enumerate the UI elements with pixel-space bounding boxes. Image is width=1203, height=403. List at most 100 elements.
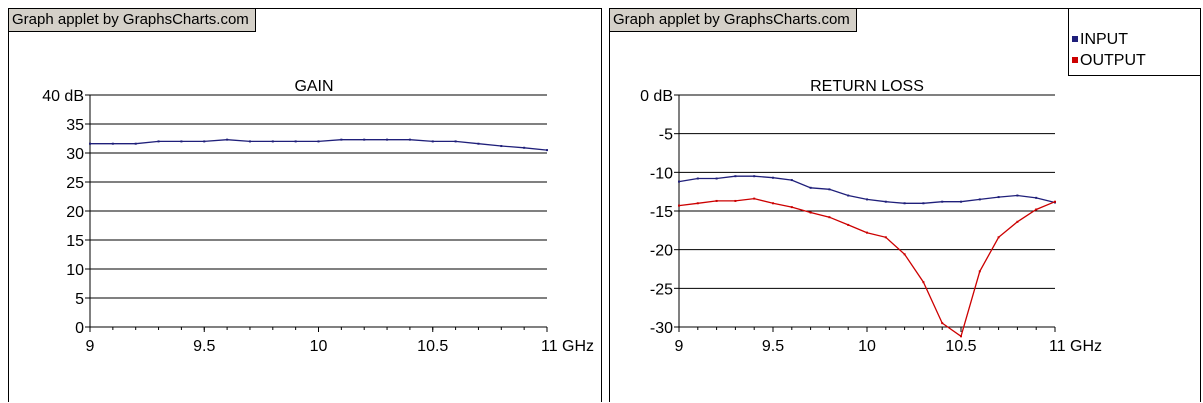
data-point — [546, 149, 548, 152]
data-point — [340, 138, 343, 141]
data-point — [1035, 196, 1038, 199]
data-point — [753, 197, 756, 200]
data-point — [317, 140, 320, 143]
y-tick-label: -30 — [650, 320, 673, 337]
data-point — [997, 196, 1000, 199]
x-tick-label: 9.5 — [762, 338, 784, 355]
data-point — [408, 138, 411, 141]
y-tick-label: 35 — [66, 117, 84, 134]
data-point — [696, 202, 699, 205]
chart-title: RETURN LOSS — [810, 78, 924, 95]
data-point — [696, 177, 699, 180]
data-point — [809, 186, 812, 189]
data-point — [847, 223, 850, 226]
data-point — [941, 200, 944, 203]
data-point — [772, 176, 774, 179]
data-point — [523, 146, 526, 149]
data-point — [884, 236, 887, 239]
data-point — [753, 175, 756, 178]
y-tick-label: 0 dB — [640, 88, 673, 105]
credit-label[interactable]: Graph applet by GraphsCharts.com — [610, 9, 857, 32]
data-point — [477, 142, 480, 145]
data-point — [678, 204, 680, 207]
data-point — [203, 140, 206, 143]
credit-label[interactable]: Graph applet by GraphsCharts.com — [9, 9, 256, 32]
x-tick-label: 9 — [675, 338, 684, 355]
data-point — [248, 140, 251, 143]
data-point — [715, 177, 718, 180]
data-point — [1016, 194, 1019, 197]
data-point — [1035, 208, 1038, 211]
data-point — [134, 142, 137, 145]
data-point — [226, 138, 229, 141]
chart-title: GAIN — [294, 78, 333, 95]
data-point — [454, 140, 457, 143]
x-tick-label: 10 — [858, 338, 876, 355]
data-point — [960, 335, 962, 338]
data-point — [734, 175, 737, 178]
y-tick-label: -5 — [659, 127, 673, 144]
data-point — [960, 200, 962, 203]
x-tick-label: 11 GHz — [541, 338, 594, 355]
series-line-output — [678, 197, 1056, 338]
data-point — [772, 202, 774, 205]
y-tick-label: 15 — [66, 233, 84, 250]
data-point — [828, 188, 831, 191]
y-tick-label: 5 — [75, 291, 84, 308]
y-tick-label: 10 — [66, 262, 84, 279]
y-tick-label: -15 — [650, 204, 673, 221]
y-tick-label: 0 — [75, 320, 84, 337]
y-tick-label: 30 — [66, 146, 84, 163]
gain-chart: GAIN 40 dB 35 30 25 20 15 10 5 09 9.5 10 10.5 11 GHz — [42, 78, 594, 355]
y-tick-label: 25 — [66, 175, 84, 192]
data-point — [809, 211, 812, 214]
y-tick-label: 20 — [66, 204, 84, 221]
legend: INPUT OUTPUT — [1068, 9, 1200, 76]
data-point — [866, 198, 868, 201]
data-point — [180, 140, 183, 143]
x-tick-label: 11 GHz — [1049, 338, 1102, 355]
gain-chart-panel: Graph applet by GraphsCharts.com GAIN 40 … — [8, 8, 602, 402]
y-tick-label: -20 — [650, 243, 673, 260]
data-point — [828, 216, 831, 219]
y-tick-label: -10 — [650, 165, 673, 182]
data-point — [386, 138, 389, 141]
data-point — [157, 140, 160, 143]
data-point — [111, 142, 114, 145]
data-point — [790, 179, 793, 182]
legend-swatch-output — [1072, 56, 1078, 63]
data-point — [884, 200, 887, 203]
data-point — [678, 180, 680, 183]
x-tick-label: 10.5 — [945, 338, 976, 355]
data-point — [922, 281, 925, 284]
y-tick-label: -25 — [650, 281, 673, 298]
data-point — [1016, 220, 1019, 223]
data-point — [941, 322, 944, 325]
data-point — [903, 202, 906, 205]
data-point — [790, 206, 793, 209]
legend-item-output: OUTPUT — [1069, 50, 1200, 71]
data-point — [431, 140, 434, 143]
x-tick-label: 9.5 — [193, 338, 215, 355]
legend-label-input: INPUT — [1080, 31, 1128, 48]
legend-item-input: INPUT — [1069, 29, 1200, 50]
legend-swatch-input — [1072, 35, 1078, 42]
data-point — [978, 270, 981, 273]
data-point — [866, 231, 868, 234]
data-point — [89, 142, 91, 145]
data-point — [997, 236, 1000, 239]
y-tick-label: 40 dB — [42, 88, 84, 105]
return-loss-chart-panel: Graph applet by GraphsCharts.com INPUT O… — [609, 8, 1201, 402]
data-point — [1054, 200, 1056, 203]
data-point — [847, 194, 850, 197]
x-tick-label: 9 — [86, 338, 95, 355]
data-point — [500, 145, 503, 148]
data-point — [978, 198, 981, 201]
data-point — [715, 199, 718, 202]
data-point — [271, 140, 274, 143]
data-point — [903, 253, 906, 256]
data-point — [734, 199, 737, 202]
x-tick-label: 10 — [310, 338, 328, 355]
data-point — [294, 140, 297, 143]
legend-label-output: OUTPUT — [1080, 52, 1146, 69]
